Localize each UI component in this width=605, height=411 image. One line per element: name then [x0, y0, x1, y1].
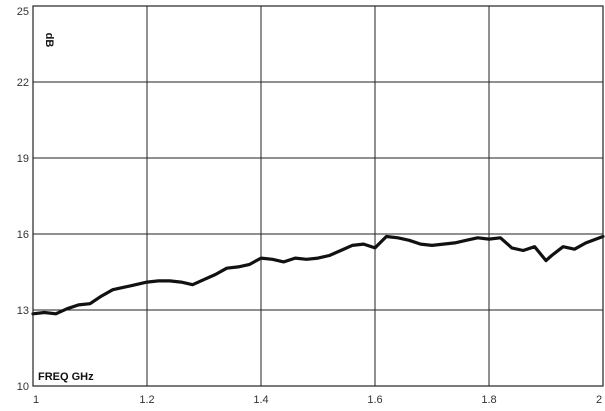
grid [32, 5, 604, 387]
x-tick-label: 1.8 [481, 394, 496, 406]
x-tick-label: 1.6 [367, 394, 382, 406]
series-line [31, 234, 605, 316]
x-tick-label: 1.4 [253, 394, 268, 406]
x-axis-label: FREQ GHz [38, 371, 94, 383]
x-tick-label: 1 [33, 394, 39, 406]
tick-labels: 1 1.2 1.4 1.6 1.8 2 10 13 16 19 22 25 [17, 6, 602, 406]
y-tick-label: 19 [17, 153, 29, 165]
plot-frame [32, 5, 604, 387]
y-tick-label: 25 [17, 6, 29, 18]
x-tick-label: 2 [596, 394, 602, 406]
x-tick-label: 1.2 [139, 394, 154, 406]
y-tick-label: 13 [17, 305, 29, 317]
series-layer [31, 234, 605, 316]
y-tick-label: 10 [17, 381, 29, 393]
y-tick-label: 22 [17, 77, 29, 89]
y-tick-label: 16 [17, 229, 29, 241]
y-axis-label: dB [43, 33, 55, 48]
